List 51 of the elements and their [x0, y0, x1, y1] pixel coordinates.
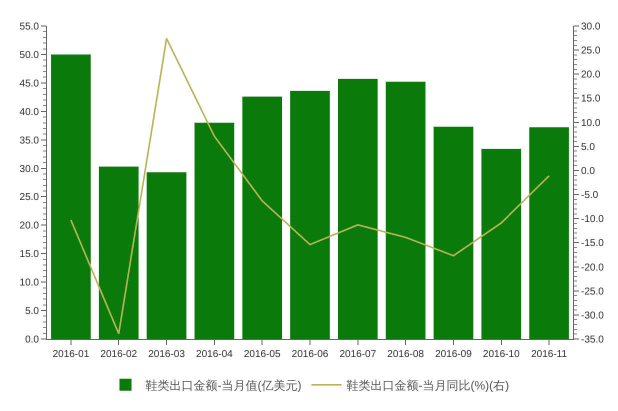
y2-tick-label: -20.0: [581, 262, 604, 274]
y-tick-label: 45.0: [20, 78, 40, 90]
bar: [481, 148, 522, 339]
bar: [386, 82, 426, 339]
y2-tick-label: 5.0: [581, 142, 596, 153]
y-tick-label: 25.0: [20, 192, 40, 204]
y-tick-label: 55.0: [20, 22, 40, 32]
bar: [194, 122, 234, 339]
x-tick-label: 2016-09: [435, 349, 472, 360]
y2-tick-label: -35.0: [581, 334, 604, 346]
y-tick-label: 35.0: [20, 135, 40, 146]
y2-tick-label: -15.0: [581, 238, 604, 250]
y-tick-label: 10.0: [20, 278, 40, 289]
legend-label: 鞋类出口金额-当月同比(%)(右): [346, 378, 510, 392]
bar: [51, 54, 91, 339]
bar: [338, 78, 378, 339]
y2-tick-label: -30.0: [581, 310, 604, 322]
y2-tick-label: 10.0: [581, 118, 601, 129]
y-tick-label: 40.0: [20, 106, 40, 118]
y-tick-label: 20.0: [20, 220, 40, 232]
bar: [98, 166, 139, 339]
y-tick-label: 0.0: [25, 334, 40, 346]
y2-tick-label: 15.0: [581, 94, 601, 105]
x-tick-label: 2016-05: [244, 349, 281, 360]
x-tick-label: 2016-08: [387, 349, 424, 360]
y-tick-label: 5.0: [25, 306, 40, 318]
bar: [146, 172, 186, 339]
x-tick-label: 2016-11: [531, 349, 568, 360]
bar: [434, 126, 474, 339]
y2-tick-label: -25.0: [581, 286, 604, 298]
y2-tick-label: 25.0: [581, 46, 601, 57]
legend-label: 鞋类出口金额-当月值(亿美元): [146, 378, 302, 392]
bar: [290, 90, 330, 339]
y2-tick-label: 0.0: [581, 166, 596, 177]
x-tick-label: 2016-03: [148, 349, 186, 360]
x-tick-label: 2016-06: [292, 349, 329, 360]
line-series: [70, 38, 550, 334]
x-tick-label: 2016-01: [52, 349, 90, 360]
x-tick-label: 2016-07: [339, 349, 377, 360]
y2-tick-label: -10.0: [581, 214, 604, 226]
x-tick-label: 2016-04: [196, 349, 234, 360]
y-tick-label: 50.0: [20, 50, 40, 61]
x-tick-label: 2016-10: [482, 349, 520, 360]
bar: [242, 96, 282, 339]
x-tick-label: 2016-02: [100, 349, 138, 360]
y-tick-label: 15.0: [20, 249, 40, 260]
y2-tick-label: 30.0: [581, 22, 601, 32]
y-tick-label: 30.0: [20, 164, 40, 175]
y2-tick-label: -5.0: [581, 190, 599, 202]
y2-tick-label: 20.0: [581, 70, 601, 81]
bar: [529, 127, 569, 339]
